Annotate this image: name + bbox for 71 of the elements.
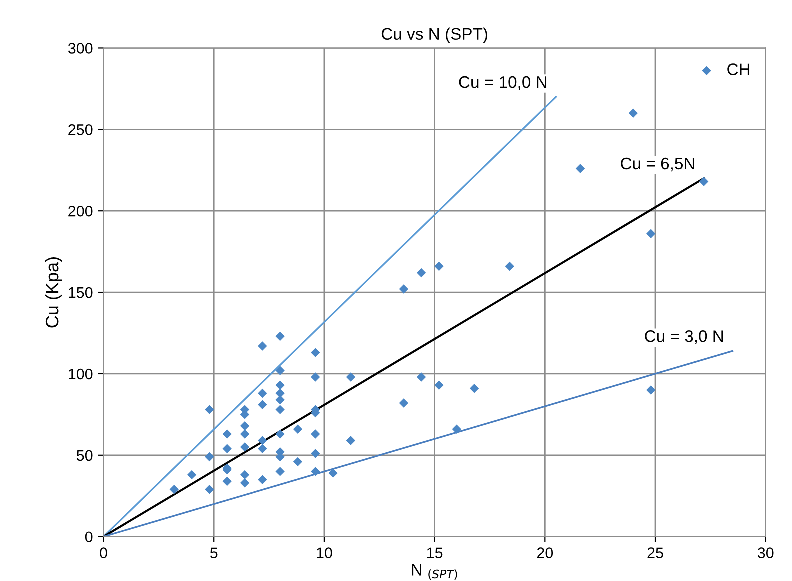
y-tick-label: 100 xyxy=(69,368,93,380)
x-tick-label: 15 xyxy=(427,548,443,558)
point xyxy=(240,478,250,488)
point xyxy=(276,467,285,476)
point xyxy=(576,164,586,174)
point xyxy=(293,457,303,467)
point xyxy=(311,467,320,476)
point xyxy=(434,380,444,390)
y-tick-label: 300 xyxy=(68,43,93,54)
y-axis-title: Cu (Kpa) xyxy=(45,258,62,328)
point xyxy=(276,366,285,376)
point xyxy=(258,444,268,454)
point xyxy=(276,332,285,342)
point xyxy=(240,421,250,431)
point xyxy=(205,405,214,414)
y-tick-label: 250 xyxy=(68,124,93,136)
y-tick-label: 150 xyxy=(69,287,93,298)
annotation: Cu = 3,0 N xyxy=(645,330,724,344)
point xyxy=(293,424,303,434)
point xyxy=(311,348,320,358)
point xyxy=(699,177,709,186)
point xyxy=(505,262,514,272)
point xyxy=(452,424,462,434)
x-tick-label: 30 xyxy=(758,548,774,558)
point xyxy=(416,268,426,278)
point xyxy=(240,430,250,439)
point xyxy=(240,470,250,480)
point xyxy=(399,284,409,294)
point xyxy=(222,476,232,486)
chart-title: Cu vs N (SPT) xyxy=(382,28,488,44)
point xyxy=(258,388,268,398)
point xyxy=(240,442,250,452)
x-tick-label: 20 xyxy=(537,548,554,558)
point xyxy=(187,470,197,480)
point xyxy=(258,475,268,484)
point xyxy=(346,436,356,446)
point xyxy=(434,262,444,272)
x-tick-label: 5 xyxy=(210,548,218,558)
point xyxy=(276,380,285,390)
point xyxy=(311,449,320,458)
x-axis-title: N $_{(SPT)}$ xyxy=(412,564,458,580)
point xyxy=(328,468,338,478)
point xyxy=(399,398,409,408)
point xyxy=(416,372,426,382)
point xyxy=(258,436,268,446)
point xyxy=(646,229,656,239)
point xyxy=(258,342,268,351)
point xyxy=(311,430,320,439)
x-tick-label: 10 xyxy=(317,548,332,558)
point xyxy=(222,430,232,439)
y-tick-label: 50 xyxy=(76,450,93,462)
y-tick-label: 0 xyxy=(85,532,93,543)
x-tick-label: 0 xyxy=(100,548,108,558)
x-tick-label: 25 xyxy=(648,548,664,558)
point xyxy=(646,386,656,395)
legend-label: CH xyxy=(728,64,750,76)
point xyxy=(170,485,179,494)
point xyxy=(258,400,268,410)
y-tick-label: 200 xyxy=(68,206,93,217)
point xyxy=(276,395,285,405)
annotation: Cu = 10,0 N xyxy=(459,76,547,90)
annotation: Cu = 6,5N xyxy=(621,158,694,172)
point xyxy=(276,405,285,414)
point xyxy=(205,485,214,494)
point xyxy=(470,384,480,394)
point xyxy=(628,108,638,118)
point xyxy=(276,430,285,439)
point xyxy=(222,444,232,454)
point xyxy=(346,372,356,382)
point xyxy=(311,372,320,382)
point xyxy=(205,452,214,462)
